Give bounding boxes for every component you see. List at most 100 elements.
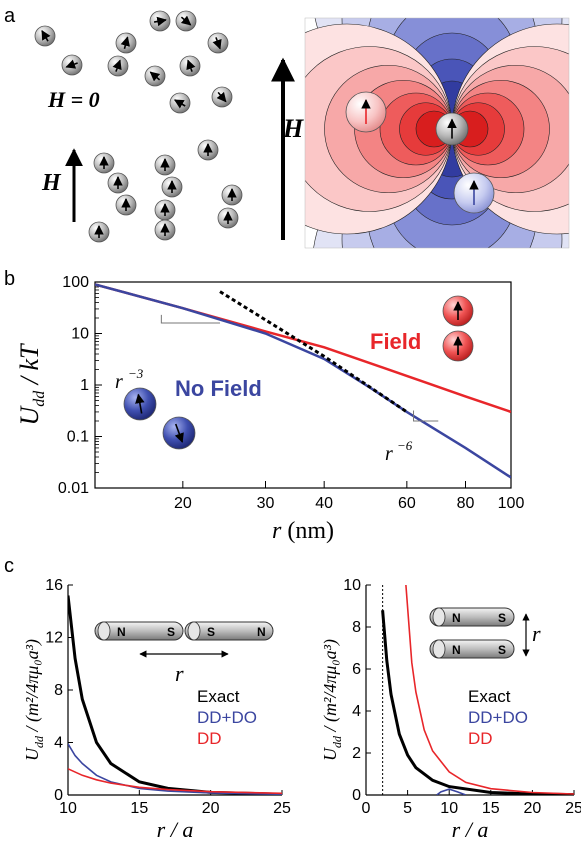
particle-random [211, 86, 233, 108]
xtick-label: 25 [565, 800, 581, 817]
xtick-label: 20 [524, 800, 542, 817]
ytick-label: 4 [54, 735, 63, 752]
xtick-label: 25 [273, 800, 291, 817]
particle-aligned [154, 219, 176, 241]
particle-aligned [161, 176, 183, 198]
particle-random [175, 10, 197, 32]
pole-label: N [452, 611, 461, 625]
xtick-label: 10 [59, 800, 77, 817]
xtick-label-b: 20 [174, 495, 192, 512]
ytick-label: 6 [352, 661, 361, 678]
central-dipole [435, 112, 469, 146]
panel-a-letter: a [4, 5, 16, 27]
particle-random [207, 32, 229, 54]
ytick-label-b: 100 [62, 274, 89, 291]
particle-aligned [115, 194, 137, 216]
separation-label-left: r [175, 661, 184, 686]
probe-dipole-repulsive [345, 91, 387, 133]
ytick-label-b: 10 [71, 326, 89, 343]
slope-marker-6 [413, 410, 439, 422]
ytick-label: 16 [45, 577, 63, 594]
chart-b: 100 10 1 0.1 0.01 20 30 40 60 80 100 r −3 r −6 Field No … [15, 274, 524, 544]
pole-label: S [167, 625, 175, 639]
xtick-label: 0 [362, 800, 371, 817]
ylabel-c: Udd / (m²/4πμ₀a³) [320, 639, 344, 761]
h-label-large: H [282, 114, 304, 143]
h-label-small: H [41, 170, 62, 196]
ylabel-b: Udd / kT [15, 343, 48, 426]
particle-random [61, 54, 83, 76]
ylabel-c: Udd / (m²/4πμ₀a³) [22, 639, 46, 761]
ytick-label-b: 0.01 [58, 480, 89, 497]
xlabel-c: r / a [157, 817, 194, 842]
chart-c-right: 0 2 4 6 8 10 0 5 10 15 20 25 Udd / (m²/4πμ₀a³) r / a E… [320, 577, 581, 842]
particle-aligned [88, 221, 110, 243]
particle-aligned [154, 154, 176, 176]
field-pair-bottom [442, 330, 474, 362]
pole-label: S [207, 625, 215, 639]
nofield-series-label: No Field [175, 376, 262, 401]
particle-aligned [107, 172, 129, 194]
particle-random [34, 25, 56, 47]
pole-label: S [498, 611, 506, 625]
xtick-label-b: 60 [398, 495, 416, 512]
xtick-label-b: 80 [457, 495, 475, 512]
particle-random [144, 65, 166, 87]
xtick-label-b: 100 [498, 495, 525, 512]
nofield-pair-2 [162, 416, 196, 450]
series-line-dd-do [436, 788, 467, 795]
particle-random [115, 32, 137, 54]
field-pair-top [442, 295, 474, 327]
particle-aligned [93, 152, 115, 174]
ytick-label: 12 [45, 630, 63, 647]
pole-label: N [257, 625, 266, 639]
series-line-scaling [219, 290, 408, 414]
ytick-label: 0 [54, 787, 63, 804]
xlabel-b: r (nm) [272, 518, 334, 544]
xtick-label-b: 40 [315, 495, 333, 512]
particle-aligned [221, 184, 243, 206]
series-line-exact [381, 610, 574, 795]
particle-random [107, 55, 129, 77]
panel-b-letter: b [4, 268, 15, 290]
particle-random [149, 10, 171, 32]
chart-c-left: 0 4 8 12 16 10 15 20 25 Udd / (m²/4πμ₀a³) r / a Exa… [22, 577, 291, 842]
series-line-dd [68, 768, 282, 795]
ytick-label-b: 1 [80, 377, 89, 394]
ytick-label: 8 [54, 682, 63, 699]
xtick-label: 10 [440, 800, 458, 817]
particle-aligned [154, 199, 176, 221]
particle-aligned [197, 139, 219, 161]
xtick-label-b: 30 [257, 495, 275, 512]
ytick-label: 8 [352, 619, 361, 636]
pole-label: N [117, 625, 126, 639]
pole-label: S [498, 643, 506, 657]
slope-label-6: r [385, 443, 393, 465]
slope-exp-3: −3 [128, 366, 144, 381]
particle-random [179, 55, 201, 77]
ytick-label: 4 [352, 703, 361, 720]
nofield-pair-1 [123, 387, 157, 421]
separation-label-right: r [532, 621, 541, 646]
xtick-label: 15 [482, 800, 500, 817]
slope-label-3: r [115, 371, 123, 393]
legend-item-dd: DD [197, 729, 222, 748]
particle-random [169, 92, 191, 114]
xlabel-c: r / a [452, 817, 489, 842]
particle-cloud [34, 10, 243, 243]
ytick-label: 0 [352, 787, 361, 804]
series-line-dd [405, 585, 574, 795]
slope-marker-3 [160, 314, 221, 324]
slope-exp-6: −6 [397, 438, 413, 453]
legend-item-dd-do: DD+DO [197, 708, 257, 727]
ytick-label-b: 0.1 [67, 429, 89, 446]
probe-dipole-attractive [453, 172, 495, 214]
dipole-field-map [305, 18, 569, 248]
series-line-dd-do [68, 743, 282, 795]
ytick-label: 10 [343, 577, 361, 594]
field-map-frame [304, 17, 570, 249]
